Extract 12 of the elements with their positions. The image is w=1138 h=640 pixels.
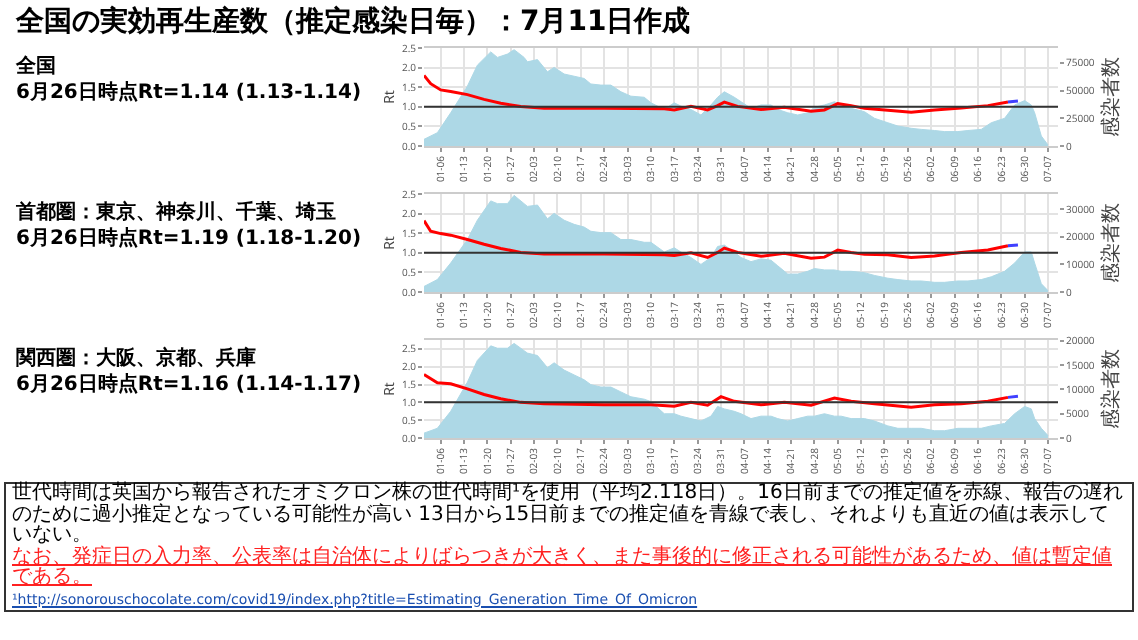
text: 世代時間は英国から報告されたオミクロン株の世代時間¹を使用（平均2.118日）。16日前までの推定値を赤線、報告の遅れのために過小推定となっている可能性が高い 13日から15日前までの推定値を青線で表し、それよりも直近の値は表示していない。: [12, 482, 1125, 546]
y2-axis-title: 感染者数: [1094, 203, 1123, 283]
text: 首都圏：東京、神奈川、千葉、埼玉 6月26日時点Rt=1.19 (1.18-1.20): [14, 198, 364, 254]
line-series: [424, 219, 1010, 260]
text: 全国 6月26日時点Rt=1.14 (1.13-1.14): [14, 53, 364, 108]
y2-axis-title: 感染者数: [1094, 349, 1123, 429]
line-series: [424, 373, 1010, 409]
text: 関西圏：大阪、京都、兵庫 6月26日時点Rt=1.16 (1.14-1.17): [14, 344, 364, 400]
text: なお、発症日の入力率、公表率は自治体によりばらつきが大きく、また事後的に修正される可能性があるため、値は暫定値である。: [12, 545, 1114, 589]
y2-axis-title: 感染者数: [1094, 57, 1123, 137]
line-series: [424, 73, 1010, 114]
chart-title: 全国の実効再生産数（推定感染日毎）：7月11日作成: [14, 3, 693, 42]
